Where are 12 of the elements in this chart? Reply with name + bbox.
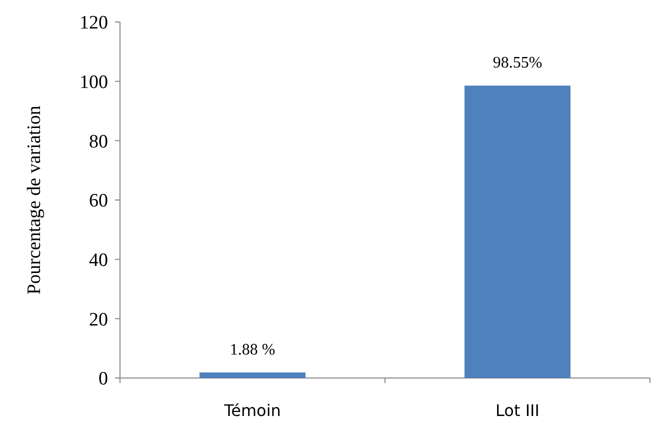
x-tick-label: Témoin <box>223 401 281 420</box>
y-tick-label: 0 <box>98 368 108 390</box>
y-axis-title: Pourcentage de variation <box>24 105 45 294</box>
y-tick-label: 80 <box>89 131 108 152</box>
y-tick-label: 100 <box>80 72 108 93</box>
y-tick-label: 20 <box>89 309 108 330</box>
data-label: 98.55% <box>492 54 542 72</box>
data-label: 1.88 % <box>230 341 276 358</box>
y-tick-label: 40 <box>89 250 108 271</box>
y-tick-label: 120 <box>80 12 108 34</box>
y-tick-label: 60 <box>89 190 108 212</box>
x-tick-label: Lot III <box>496 401 540 420</box>
